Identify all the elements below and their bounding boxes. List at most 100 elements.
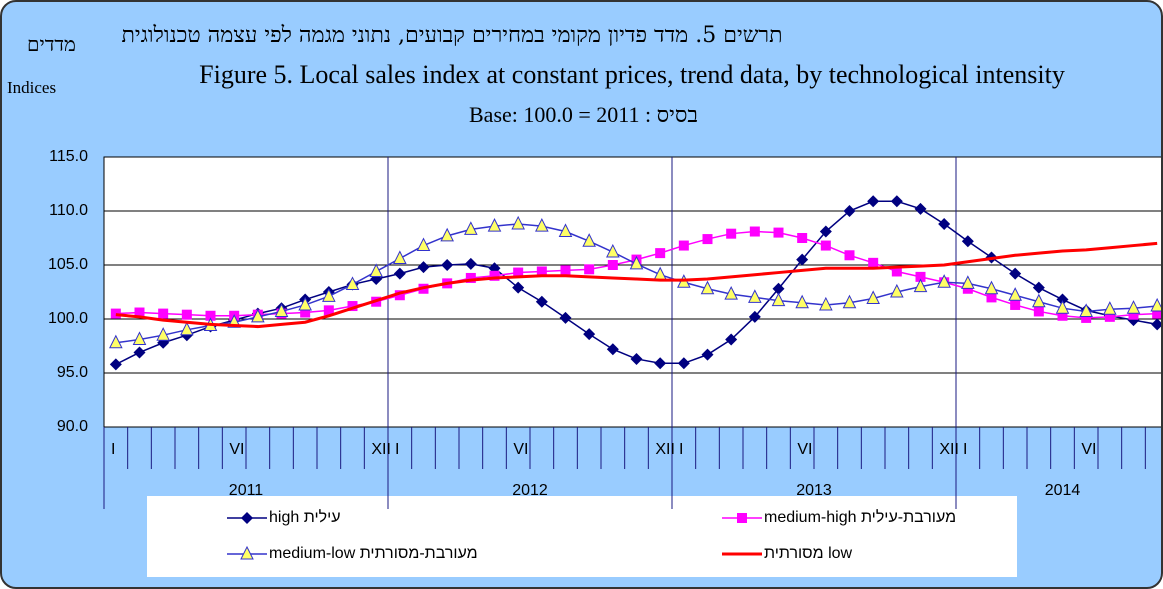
marker <box>1150 297 1161 312</box>
marker <box>394 290 405 301</box>
legend-label: high עילית <box>269 508 341 526</box>
marker <box>511 215 525 230</box>
marker <box>132 331 147 346</box>
marker <box>535 218 549 232</box>
x-tick-label: XII <box>939 441 959 458</box>
x-tick-label: VI <box>1081 441 1096 458</box>
marker <box>629 255 644 270</box>
year-label: 2011 <box>229 482 264 499</box>
marker <box>1032 281 1045 294</box>
marker <box>181 309 192 320</box>
marker <box>134 307 145 318</box>
marker <box>796 253 809 266</box>
marker <box>535 295 548 308</box>
marker <box>725 333 738 346</box>
marker <box>1081 312 1092 323</box>
legend-label: medium-low מעורבת-מסורתית <box>269 545 478 562</box>
marker <box>416 237 431 252</box>
marker <box>737 513 747 523</box>
marker <box>772 282 785 295</box>
marker <box>1010 299 1021 310</box>
marker <box>109 334 123 349</box>
marker <box>819 225 832 238</box>
marker <box>464 221 478 235</box>
marker <box>748 289 762 303</box>
marker <box>961 275 975 289</box>
marker <box>607 260 618 270</box>
marker <box>440 227 454 242</box>
marker <box>891 266 902 277</box>
marker <box>251 308 265 323</box>
marker <box>323 305 334 316</box>
marker <box>771 292 786 307</box>
marker <box>773 227 784 238</box>
marker <box>487 218 502 232</box>
x-tick-label: VI <box>797 441 812 458</box>
marker <box>274 303 289 317</box>
x-tick-label: I <box>679 441 683 458</box>
marker <box>300 307 311 318</box>
marker <box>369 263 383 277</box>
title-english: Figure 5. Local sales index at constant … <box>199 60 1065 89</box>
marker <box>938 217 951 230</box>
marker <box>558 223 573 238</box>
marker <box>606 343 619 356</box>
marker <box>347 301 358 312</box>
marker <box>866 290 880 304</box>
marker <box>844 250 855 261</box>
marker <box>749 226 760 237</box>
y-tick-label: 90.0 <box>57 418 88 435</box>
y-tick-label: 105.0 <box>48 256 88 273</box>
marker <box>393 267 406 280</box>
marker <box>724 286 738 300</box>
year-label: 2013 <box>796 482 832 499</box>
series-line <box>115 241 1158 329</box>
x-tick-label: I <box>111 441 115 458</box>
marker <box>748 310 761 323</box>
x-tick-label: VI <box>229 441 244 458</box>
marker <box>937 274 951 288</box>
y-unit-hebrew: מדדים <box>27 32 76 56</box>
x-tick-label: XII <box>371 441 391 458</box>
marker <box>701 348 714 361</box>
marker <box>1032 293 1046 308</box>
marker <box>867 195 880 208</box>
year-label: 2014 <box>1045 482 1081 499</box>
marker <box>726 228 737 239</box>
marker <box>890 195 903 208</box>
marker <box>915 271 926 282</box>
marker <box>819 296 833 311</box>
marker <box>1009 267 1022 280</box>
y-tick-label: 100.0 <box>48 310 88 327</box>
marker <box>1104 311 1115 322</box>
marker <box>441 259 454 271</box>
marker <box>133 346 146 359</box>
marker <box>110 308 121 319</box>
marker <box>298 296 312 311</box>
marker <box>797 233 808 243</box>
title-hebrew: תרשים 5. מדד פדיון מקומי במחירים קבועים,… <box>121 23 783 48</box>
marker <box>465 272 476 283</box>
y-unit: Indices <box>7 78 57 97</box>
marker <box>702 234 713 245</box>
marker <box>559 311 572 324</box>
marker <box>582 233 596 247</box>
marker <box>584 264 595 275</box>
marker <box>1128 309 1139 320</box>
marker <box>913 278 928 293</box>
marker <box>512 281 525 294</box>
marker <box>1055 300 1070 314</box>
legend-box <box>147 496 1017 577</box>
marker <box>961 235 974 248</box>
marker <box>240 545 254 560</box>
marker <box>156 327 170 341</box>
marker <box>241 512 253 524</box>
marker <box>393 250 407 265</box>
marker <box>654 357 667 370</box>
marker <box>464 257 477 270</box>
x-tick-label: XII <box>655 441 675 458</box>
plot-area <box>103 156 1161 428</box>
marker <box>205 310 216 321</box>
